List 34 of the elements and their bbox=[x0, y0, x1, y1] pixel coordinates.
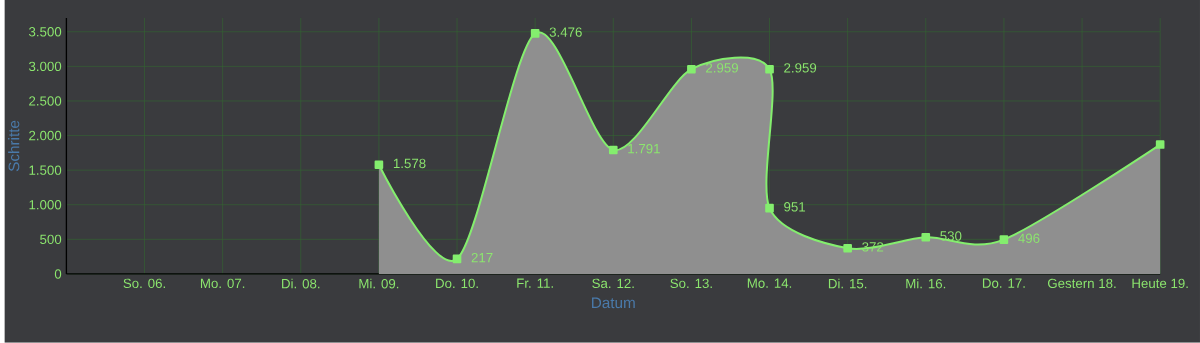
x-tick-label: Di. 15. bbox=[828, 278, 867, 289]
data-label: 1.791 bbox=[628, 144, 660, 154]
x-tick-label: Gestern 18. bbox=[1048, 278, 1116, 289]
x-tick-label: Heute 19. bbox=[1132, 278, 1188, 289]
x-tick-label: Di. 08. bbox=[282, 278, 320, 289]
x-tick-label: Do. 17. bbox=[982, 278, 1025, 289]
y-tick-label: 1.000 bbox=[29, 200, 62, 210]
data-label: 951 bbox=[784, 202, 806, 212]
data-label: 3.476 bbox=[549, 27, 582, 37]
y-tick-label: 2.000 bbox=[29, 131, 62, 141]
x-tick-label: Mi. 16. bbox=[906, 278, 946, 289]
x-axis-title: Datum bbox=[592, 297, 635, 309]
data-label: 1.578 bbox=[393, 158, 426, 169]
y-tick-label: 3.500 bbox=[28, 27, 62, 37]
y-tick-label: 2.500 bbox=[29, 96, 62, 106]
y-tick-label: 3.000 bbox=[28, 61, 62, 72]
x-tick-label: Sa. 12. bbox=[592, 278, 634, 289]
data-label: 217 bbox=[471, 253, 493, 263]
x-tick-label: Mo. 07. bbox=[200, 278, 245, 289]
y-axis-title: Schritte bbox=[8, 120, 20, 172]
x-tick-label: Fr. 11. bbox=[517, 278, 553, 288]
x-tick-label: So. 06. bbox=[123, 278, 165, 289]
data-label: 2.959 bbox=[706, 63, 739, 73]
data-label: 372 bbox=[862, 242, 884, 252]
data-label: 2.959 bbox=[784, 63, 817, 73]
x-tick-label: Do. 10. bbox=[436, 278, 478, 289]
data-label: 530 bbox=[940, 231, 962, 241]
y-tick-label: 1.500 bbox=[29, 165, 62, 176]
y-tick-label: 0 bbox=[54, 269, 62, 279]
x-tick-label: So. 13. bbox=[670, 278, 712, 289]
x-tick-label: Mi. 09. bbox=[359, 278, 399, 289]
data-label: 496 bbox=[1018, 233, 1040, 244]
y-tick-label: 500 bbox=[40, 234, 62, 245]
x-tick-label: Mo. 14. bbox=[747, 278, 792, 289]
